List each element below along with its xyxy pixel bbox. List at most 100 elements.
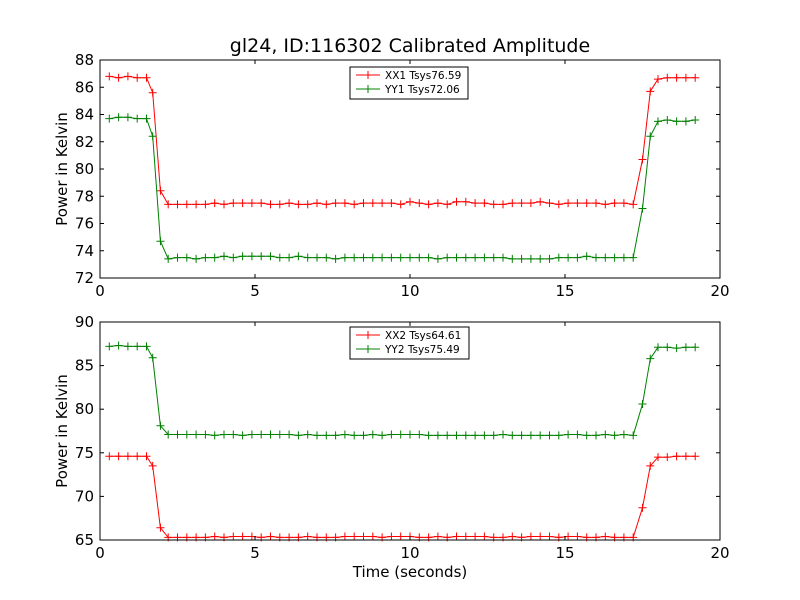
data-point <box>210 253 219 262</box>
data-point <box>681 452 690 461</box>
data-point <box>210 199 219 208</box>
data-point <box>499 200 507 209</box>
data-point <box>156 186 165 195</box>
x-tick-label: 0 <box>95 544 105 562</box>
data-point <box>415 253 424 262</box>
data-point <box>554 431 563 440</box>
data-point <box>638 204 647 213</box>
data-point <box>564 253 573 262</box>
data-point <box>508 254 517 263</box>
data-point <box>610 431 619 440</box>
data-point <box>536 532 545 541</box>
data-point <box>238 199 247 208</box>
data-point <box>378 199 387 208</box>
data-point <box>610 199 619 208</box>
data-point <box>619 430 628 439</box>
y-axis-label: Power in Kelvin <box>53 112 71 226</box>
data-point <box>424 431 433 440</box>
data-point <box>331 254 340 263</box>
data-point <box>182 200 191 209</box>
data-point <box>508 431 517 440</box>
x-tick-label: 5 <box>250 282 260 300</box>
data-point <box>294 200 303 209</box>
data-point <box>105 342 114 351</box>
y-tick-label: 88 <box>75 51 94 69</box>
data-point <box>164 254 173 263</box>
series-1 <box>105 452 700 542</box>
data-point <box>646 354 655 363</box>
x-tick-label: 0 <box>95 282 105 300</box>
data-point <box>173 430 182 439</box>
data-point <box>105 72 114 81</box>
data-point <box>350 532 359 541</box>
y-tick-label: 80 <box>75 160 94 178</box>
data-point <box>471 253 480 262</box>
data-point <box>654 117 662 126</box>
data-point <box>536 254 545 263</box>
data-point <box>210 532 219 541</box>
data-point <box>406 430 414 439</box>
data-point <box>340 199 349 208</box>
data-point <box>452 197 461 206</box>
data-point <box>433 199 442 208</box>
data-point <box>313 253 321 262</box>
data-point <box>340 430 349 439</box>
data-point <box>133 114 142 123</box>
data-point <box>114 341 123 350</box>
data-point <box>285 430 294 439</box>
y-tick-label: 86 <box>75 78 94 96</box>
data-point <box>573 532 582 541</box>
data-point <box>322 200 331 209</box>
data-point <box>303 430 312 439</box>
data-point <box>331 199 340 208</box>
data-point <box>396 253 405 262</box>
data-point <box>257 430 266 439</box>
data-point <box>368 430 377 439</box>
data-point <box>133 452 142 461</box>
data-point <box>471 532 480 541</box>
y-tick-label: 75 <box>75 444 94 462</box>
x-tick-label: 5 <box>250 544 260 562</box>
data-point <box>210 431 219 440</box>
y-tick-label: 82 <box>75 133 94 151</box>
data-point <box>601 253 610 262</box>
data-point <box>499 430 507 439</box>
data-point <box>294 252 303 261</box>
data-point <box>610 253 619 262</box>
data-point <box>638 399 647 408</box>
y-tick-label: 74 <box>75 242 94 260</box>
data-point <box>489 200 498 209</box>
data-point <box>220 200 228 209</box>
data-point <box>322 431 331 440</box>
x-tick-label: 10 <box>400 544 419 562</box>
data-point <box>266 532 275 541</box>
data-point <box>133 73 142 82</box>
y-tick-label: 76 <box>75 215 94 233</box>
data-point <box>601 430 610 439</box>
data-point <box>192 254 201 263</box>
legend: XX1 Tsys76.59 YY1 Tsys72.06 <box>349 66 469 100</box>
data-point <box>433 532 442 541</box>
data-point <box>480 253 489 262</box>
data-point <box>142 73 151 82</box>
data-point <box>148 132 157 141</box>
data-point <box>303 253 312 262</box>
x-axis-label: Time (seconds) <box>352 563 468 581</box>
data-point <box>182 253 191 262</box>
data-point <box>313 199 321 208</box>
data-point <box>443 253 452 262</box>
data-point <box>691 115 700 124</box>
data-point <box>350 253 359 262</box>
data-point <box>229 430 238 439</box>
data-point <box>387 253 396 262</box>
chart-title: gl24, ID:116302 Calibrated Amplitude <box>230 35 590 57</box>
data-point <box>142 342 151 351</box>
data-point <box>156 237 165 246</box>
data-point <box>164 430 173 439</box>
data-point <box>415 430 424 439</box>
data-point <box>517 199 526 208</box>
data-point <box>573 199 582 208</box>
data-point <box>266 430 275 439</box>
data-point <box>424 253 433 262</box>
data-point <box>691 73 700 82</box>
